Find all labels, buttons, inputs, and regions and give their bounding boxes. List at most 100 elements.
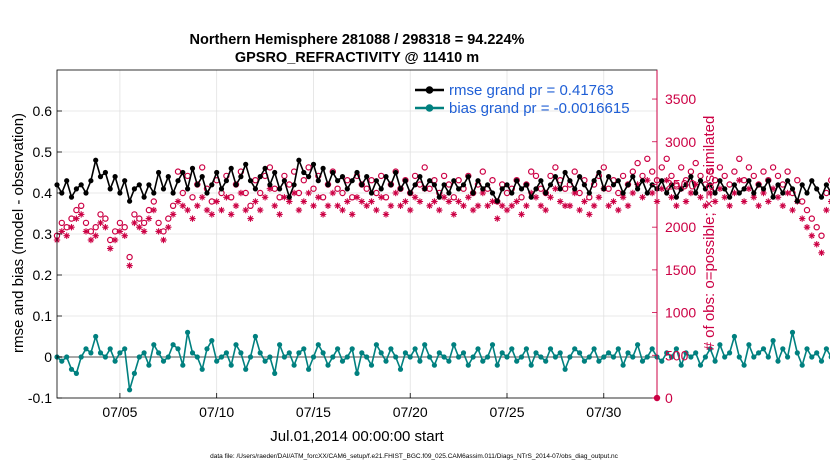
obs-assimilated-point (378, 194, 385, 201)
rmse-point (199, 174, 205, 180)
rmse-point (499, 186, 505, 192)
obs-assimilated-point (247, 215, 254, 222)
bias-point (93, 333, 99, 340)
obs-assimilated-point (581, 198, 588, 205)
obs-assimilated-stroke (562, 203, 568, 209)
bias-point (722, 354, 728, 360)
obs-assimilated-stroke (305, 190, 312, 196)
obs-assimilated-stroke (576, 207, 583, 213)
obs-assimilated-stroke (615, 207, 621, 213)
rmse-point (596, 169, 602, 176)
rmse-point (146, 182, 152, 188)
obs-assimilated-stroke (247, 215, 254, 222)
x-axis-label: Jul.01,2014 00:00:00 start (270, 428, 444, 445)
bias-point (814, 350, 820, 356)
obs-assimilated-stroke (489, 198, 496, 205)
obs-assimilated-point (605, 202, 612, 210)
bias-point (756, 350, 762, 356)
rmse-point (436, 194, 442, 200)
rmse-point (315, 178, 321, 184)
x-axis-ticks: 07/05 07/10 07/15 07/20 07/25 07/30 (102, 393, 621, 420)
obs-assimilated-point (257, 206, 264, 214)
rmse-point (625, 182, 631, 188)
bias-point (441, 354, 447, 360)
bias-point (688, 354, 694, 360)
rmse-point (354, 169, 360, 176)
obs-assimilated-stroke (368, 198, 375, 205)
bias-point (620, 362, 626, 368)
bias-point (209, 338, 215, 344)
series-obs-assimilated (53, 176, 830, 269)
obs-assimilated-stroke (189, 215, 196, 222)
obs-assimilated-stroke (460, 203, 467, 209)
y-right-tick-label: 2500 (665, 176, 696, 192)
bias-point (262, 358, 268, 364)
obs-possible-point (421, 164, 428, 171)
obs-assimilated-stroke (741, 198, 747, 205)
bias-point (615, 346, 621, 352)
obs-assimilated-stroke (170, 211, 176, 218)
rmse-line (56, 159, 830, 202)
obs-assimilated-point (731, 189, 738, 197)
rmse-point (799, 182, 805, 188)
obs-assimilated-stroke (93, 233, 99, 239)
obs-assimilated-point (499, 202, 506, 210)
bias-point (746, 342, 752, 348)
bias-point (407, 354, 413, 360)
obs-assimilated-stroke (257, 207, 263, 213)
obs-assimilated-stroke (780, 203, 786, 209)
bias-point (586, 354, 592, 360)
obs-assimilated-point (644, 176, 651, 184)
obs-assimilated-point (324, 202, 332, 210)
bias-point (557, 350, 563, 356)
rmse-point (83, 190, 89, 196)
obs-assimilated-point (126, 262, 133, 269)
obs-assimilated-stroke (499, 203, 505, 209)
obs-assimilated-stroke (547, 194, 554, 200)
rmse-point (794, 198, 800, 204)
obs-possible-point (102, 215, 109, 222)
obs-assimilated-stroke (107, 245, 113, 252)
rmse-point (494, 198, 500, 204)
rmse-point (760, 186, 767, 192)
bias-point (131, 370, 137, 376)
bias-point (460, 350, 467, 356)
bias-point (291, 362, 297, 368)
obs-assimilated-stroke (465, 194, 471, 200)
rmse-point (465, 174, 471, 180)
obs-assimilated-point (194, 202, 201, 210)
bias-point (228, 362, 234, 368)
obs-assimilated-point (716, 185, 724, 192)
rmse-point (97, 174, 104, 180)
rmse-point (257, 174, 263, 180)
bias-point (156, 350, 162, 356)
rmse-point (383, 174, 389, 180)
obs-assimilated-point (484, 202, 491, 210)
obs-possible-point (547, 172, 554, 180)
obs-assimilated-stroke (697, 194, 704, 200)
bias-point (127, 387, 133, 393)
rmse-point (543, 190, 549, 196)
obs-assimilated-stroke (218, 207, 225, 213)
obs-assimilated-point (663, 176, 670, 184)
rmse-point (693, 190, 699, 196)
obs-assimilated-point (77, 211, 85, 218)
obs-assimilated-point (513, 198, 520, 205)
rmse-point (804, 190, 810, 196)
rmse-point (668, 182, 675, 188)
obs-assimilated-point (547, 194, 554, 201)
obs-possible-point (266, 164, 274, 171)
obs-possible-point (532, 172, 540, 180)
obs-possible-point (813, 223, 820, 231)
rmse-point (378, 186, 384, 192)
obs-assimilated-point (203, 206, 211, 214)
obs-possible-point (518, 194, 525, 201)
obs-assimilated-stroke (373, 207, 380, 213)
obs-assimilated-point (595, 194, 603, 201)
obs-possible-point (257, 189, 264, 197)
obs-possible-point (73, 206, 80, 214)
bias-point (102, 354, 108, 360)
bias-point (151, 342, 157, 348)
obs-possible-point (639, 172, 646, 180)
